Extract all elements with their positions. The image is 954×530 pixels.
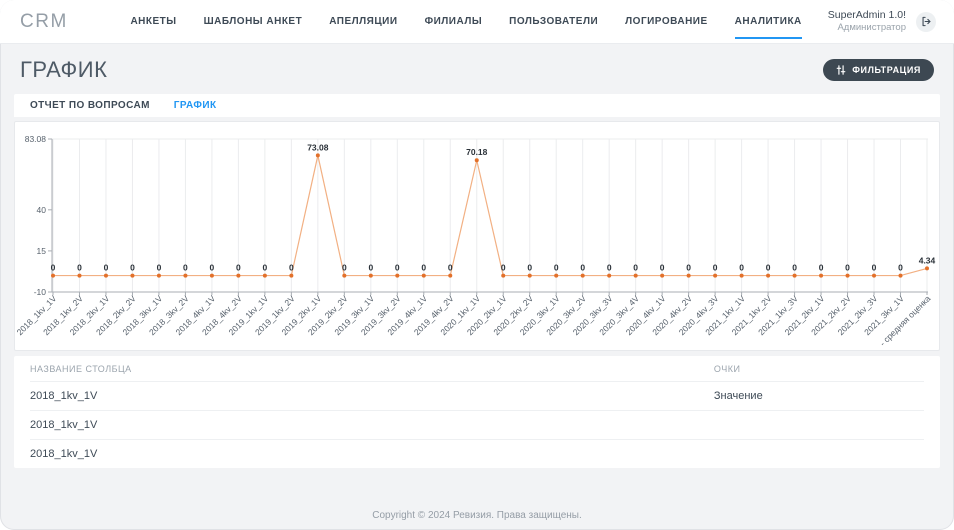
user-role: Администратор <box>837 22 906 34</box>
svg-text:0: 0 <box>236 263 241 273</box>
logout-icon <box>921 16 932 27</box>
filter-button-label: ФИЛЬТРАЦИЯ <box>852 65 921 75</box>
table-row[interactable]: 2018_1kv_1V <box>30 411 924 440</box>
svg-text:0: 0 <box>183 263 188 273</box>
nav-item-shablony-anket[interactable]: ШАБЛОНЫ АНКЕТ <box>203 16 303 27</box>
score-cell: Значение <box>713 390 763 402</box>
nav-item-polzovateli[interactable]: ПОЛЬЗОВАТЕЛИ <box>509 16 599 27</box>
svg-text:0: 0 <box>130 263 135 273</box>
svg-text:0: 0 <box>845 263 850 273</box>
footer-copyright: Copyright © 2024 Ревизия. Права защищены… <box>372 510 582 521</box>
svg-text:15: 15 <box>37 246 47 256</box>
column-name-cell: 2018_1kv_1V <box>30 448 98 460</box>
svg-text:0: 0 <box>104 263 109 273</box>
svg-text:0: 0 <box>342 263 347 273</box>
svg-text:73.08: 73.08 <box>307 142 329 152</box>
svg-text:0: 0 <box>554 263 559 273</box>
svg-text:0: 0 <box>527 263 532 273</box>
svg-text:0: 0 <box>686 263 691 273</box>
nav-item-logirovanie[interactable]: ЛОГИРОВАНИЕ <box>625 16 708 27</box>
score-cell <box>714 419 924 431</box>
title-row: ГРАФИК ФИЛЬТРАЦИЯ <box>0 44 954 92</box>
svg-text:0: 0 <box>448 263 453 273</box>
svg-text:0: 0 <box>660 263 665 273</box>
nav-item-ankety[interactable]: АНКЕТЫ <box>130 16 177 27</box>
svg-text:0: 0 <box>766 263 771 273</box>
svg-text:0: 0 <box>872 263 877 273</box>
svg-text:0: 0 <box>421 263 426 273</box>
svg-text:0: 0 <box>263 263 268 273</box>
svg-text:4.34: 4.34 <box>919 255 936 265</box>
svg-text:0: 0 <box>713 263 718 273</box>
svg-text:0: 0 <box>580 263 585 273</box>
svg-text:0: 0 <box>395 263 400 273</box>
score-cell <box>714 448 924 460</box>
line-chart[interactable]: 83.084015-102018_1kv_1V2018_1kv_2V2018_2… <box>15 122 939 350</box>
tabs-band: ОТЧЕТ ПО ВОПРОСАМ ГРАФИК <box>14 94 940 117</box>
table-header-column-name: НАЗВАНИЕ СТОЛБЦА <box>30 364 132 374</box>
app-logo: CRM <box>20 10 68 32</box>
columns-table: НАЗВАНИЕ СТОЛБЦА ОЧКИ 2018_1kv_1V Значени… <box>14 356 940 468</box>
nav-item-filialy[interactable]: ФИЛИАЛЫ <box>424 16 483 27</box>
svg-text:40: 40 <box>37 205 47 215</box>
svg-text:0: 0 <box>792 263 797 273</box>
svg-text:0: 0 <box>633 263 638 273</box>
tab-report[interactable]: ОТЧЕТ ПО ВОПРОСАМ <box>30 100 150 111</box>
svg-text:70.18: 70.18 <box>466 147 488 157</box>
svg-text:0: 0 <box>739 263 744 273</box>
filter-button[interactable]: ФИЛЬТРАЦИЯ <box>823 59 934 81</box>
table-body: 2018_1kv_1V Значение 2018_1kv_1V 2018_1kv_1… <box>30 382 924 468</box>
tab-graph[interactable]: ГРАФИК <box>173 100 217 111</box>
column-name-cell: 2018_1kv_1V <box>30 419 98 431</box>
svg-text:0: 0 <box>368 263 373 273</box>
page-title: ГРАФИК <box>20 57 108 82</box>
svg-text:0: 0 <box>51 263 56 273</box>
sliders-icon <box>836 65 846 75</box>
svg-text:0: 0 <box>289 263 294 273</box>
svg-text:0: 0 <box>819 263 824 273</box>
svg-text:0: 0 <box>157 263 162 273</box>
nav-item-analitika[interactable]: АНАЛИТИКА <box>734 0 802 44</box>
svg-text:83.08: 83.08 <box>25 134 47 144</box>
table-row[interactable]: 2018_1kv_1V Значение <box>30 382 924 411</box>
svg-text:0: 0 <box>898 263 903 273</box>
chart-card: 83.08 40 15 -10 2018_1kv_1V 2018_1kv_2V 2018_2… <box>14 121 940 351</box>
logout-button[interactable] <box>916 11 936 32</box>
top-navbar: CRM АНКЕТЫ ШАБЛОНЫ АНКЕТ АПЕЛЛЯЦИИ ФИЛИАЛЫ П… <box>0 0 954 44</box>
svg-text:0: 0 <box>607 263 612 273</box>
svg-text:-10: -10 <box>34 287 47 297</box>
table-row[interactable]: 2018_1kv_1V <box>30 440 924 468</box>
svg-text:0: 0 <box>501 263 506 273</box>
user-block: SuperAdmin 1.0! Администратор <box>828 9 906 34</box>
table-header-row: НАЗВАНИЕ СТОЛБЦА ОЧКИ <box>30 356 924 382</box>
main-nav: АНКЕТЫ ШАБЛОНЫ АНКЕТ АПЕЛЛЯЦИИ ФИЛИАЛЫ ПОЛЬЗ… <box>130 0 802 44</box>
nav-item-apellyacii[interactable]: АПЕЛЛЯЦИИ <box>329 16 398 27</box>
svg-text:0: 0 <box>77 263 82 273</box>
user-name: SuperAdmin 1.0! <box>827 9 906 21</box>
table-header-score: ОЧКИ <box>713 364 741 374</box>
svg-text:0: 0 <box>210 263 215 273</box>
svg-text:- средняя оценка: - средняя оценка <box>878 293 933 348</box>
column-name-cell: 2018_1kv_1V <box>30 390 98 402</box>
